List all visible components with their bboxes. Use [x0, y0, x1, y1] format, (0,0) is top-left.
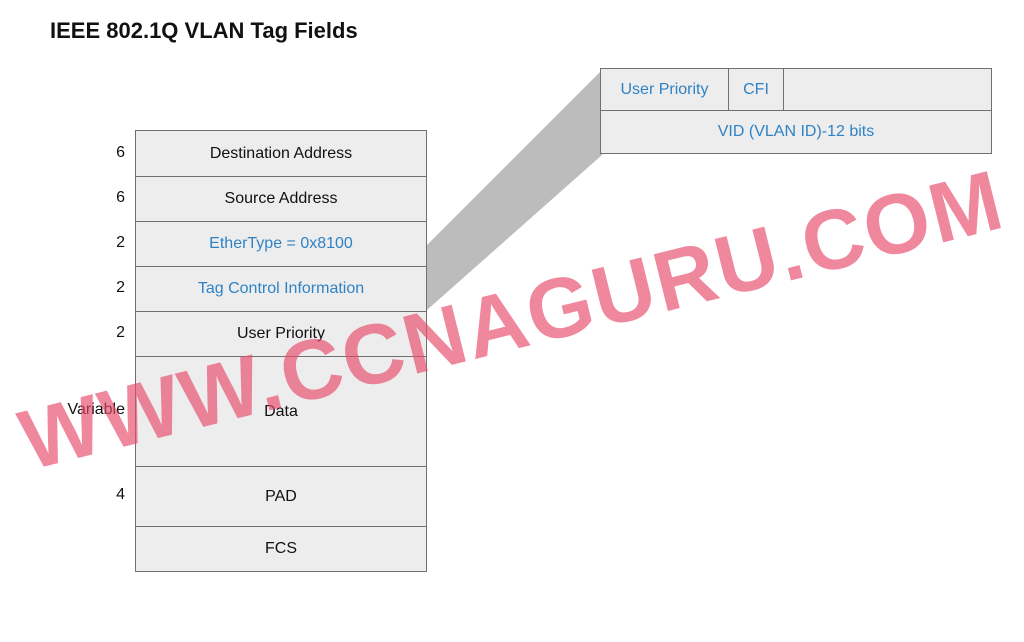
byte-size-label: 2: [45, 324, 125, 342]
detail-vid: VID (VLAN ID)-12 bits: [601, 111, 991, 153]
byte-size-label: Variable: [45, 401, 125, 419]
frame-row: PAD: [136, 466, 426, 526]
frame-row: User Priority: [136, 311, 426, 356]
frame-row: FCS: [136, 526, 426, 571]
byte-size-label: 2: [45, 279, 125, 297]
frame-row: Source Address: [136, 176, 426, 221]
diagram-title: IEEE 802.1Q VLAN Tag Fields: [50, 18, 358, 44]
tci-detail-box: User Priority CFI VID (VLAN ID)-12 bits: [600, 68, 992, 154]
detail-user-priority: User Priority: [601, 69, 729, 111]
frame-row: EtherType = 0x8100: [136, 221, 426, 266]
detail-empty: [784, 69, 991, 111]
byte-size-label: 6: [45, 189, 125, 207]
byte-size-label: 6: [45, 144, 125, 162]
byte-size-label: 4: [45, 486, 125, 504]
callout-wedge: [427, 70, 627, 330]
frame-row: Tag Control Information: [136, 266, 426, 311]
frame-table: Destination AddressSource AddressEtherTy…: [135, 130, 427, 572]
frame-row: Data: [136, 356, 426, 466]
detail-cfi: CFI: [729, 69, 784, 111]
byte-size-label: 2: [45, 234, 125, 252]
frame-row: Destination Address: [136, 131, 426, 176]
